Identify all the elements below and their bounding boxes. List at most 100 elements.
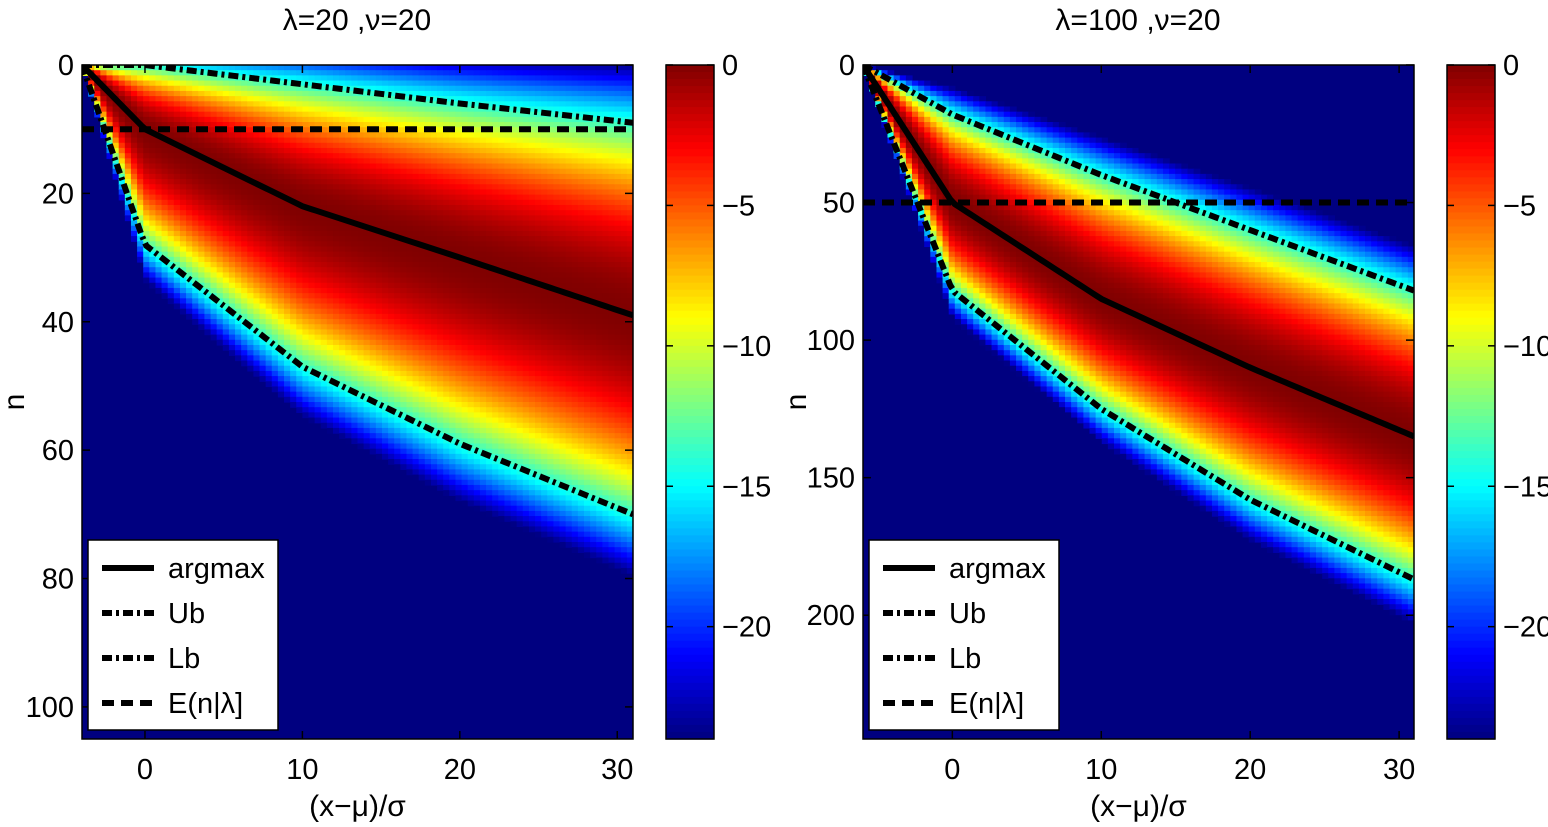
heatmap-cell [516, 303, 524, 310]
heatmap-cell [461, 132, 469, 139]
heatmap-cell [357, 267, 365, 273]
heatmap-cell [271, 225, 279, 232]
heatmap-cell [339, 246, 346, 253]
heatmap-cell [449, 303, 457, 310]
heatmap-cell [486, 246, 493, 253]
heatmap-cell [253, 132, 261, 139]
heatmap-cell [228, 303, 236, 310]
heatmap-cell [296, 350, 303, 356]
heatmap-cell [149, 225, 157, 232]
heatmap-cell [418, 230, 426, 237]
heatmap-cell [369, 422, 377, 429]
heatmap-cell [430, 153, 438, 159]
heatmap-cell [486, 365, 493, 372]
heatmap-cell [449, 163, 457, 170]
heatmap-cell [406, 158, 414, 165]
heatmap-cell [149, 90, 157, 97]
heatmap-cell [198, 236, 206, 242]
heatmap-cell [424, 282, 432, 289]
heatmap-cell [473, 127, 481, 133]
heatmap-cell [400, 391, 408, 398]
heatmap-cell [467, 402, 475, 408]
heatmap-cell [510, 298, 518, 305]
heatmap-cell [437, 147, 444, 154]
heatmap-cell [498, 365, 506, 372]
heatmap-cell [516, 287, 524, 294]
heatmap-cell [363, 386, 371, 393]
heatmap-cell [345, 184, 352, 191]
heatmap-cell [143, 80, 150, 87]
heatmap-cell [473, 505, 481, 512]
heatmap-cell [510, 422, 518, 429]
heatmap-cell [504, 495, 512, 502]
heatmap-cell [541, 370, 548, 377]
heatmap-cell [473, 153, 481, 159]
heatmap-cell [412, 282, 420, 289]
heatmap-cell [479, 505, 487, 512]
heatmap-cell [137, 111, 144, 118]
heatmap-cell [204, 163, 212, 170]
heatmap-cell [179, 111, 187, 118]
heatmap-cell [418, 80, 426, 87]
heatmap-cell [198, 230, 206, 237]
heatmap-cell [228, 173, 236, 180]
heatmap-cell [516, 153, 524, 159]
heatmap-cell [204, 225, 212, 232]
heatmap-cell [492, 350, 499, 356]
heatmap-cell [437, 303, 444, 310]
heatmap-cell [473, 116, 481, 123]
heatmap-cell [486, 256, 493, 263]
heatmap-cell [179, 101, 187, 108]
heatmap-cell [504, 153, 512, 159]
heatmap-cell [333, 365, 340, 372]
heatmap-cell [320, 303, 328, 310]
heatmap-cell [228, 230, 236, 237]
heatmap-cell [290, 303, 297, 310]
heatmap-cell [467, 132, 475, 139]
heatmap-cell [424, 267, 432, 273]
heatmap-cell [449, 484, 457, 491]
heatmap-cell [424, 116, 432, 123]
heatmap-cell [510, 122, 518, 128]
heatmap-cell [467, 350, 475, 356]
heatmap-cell [479, 443, 487, 450]
heatmap-cell [155, 173, 163, 180]
heatmap-cell [381, 443, 389, 450]
heatmap-cell [504, 179, 512, 185]
heatmap-cell [412, 381, 420, 388]
heatmap-cell [553, 448, 561, 455]
heatmap-cell [388, 199, 395, 206]
heatmap-cell [363, 241, 371, 248]
heatmap-cell [437, 179, 444, 185]
heatmap-cell [443, 75, 450, 82]
heatmap-cell [535, 80, 542, 87]
heatmap-cell [265, 293, 273, 299]
heatmap-cell [394, 293, 401, 299]
heatmap-cell [253, 230, 261, 237]
heatmap-cell [149, 173, 157, 180]
heatmap-cell [216, 215, 224, 222]
heatmap-cell [314, 142, 322, 149]
heatmap-cell [296, 111, 303, 118]
heatmap-cell [492, 479, 499, 486]
heatmap-cell [369, 313, 377, 320]
heatmap-cell [492, 282, 499, 289]
heatmap-cell [320, 412, 328, 419]
heatmap-cell [418, 376, 426, 382]
heatmap-cell [173, 184, 181, 191]
heatmap-cell [394, 459, 401, 465]
heatmap-cell [228, 215, 236, 222]
heatmap-cell [412, 355, 420, 362]
heatmap-cell [504, 396, 512, 403]
heatmap-cell [400, 360, 408, 367]
heatmap-cell [394, 85, 401, 92]
heatmap-cell [516, 65, 524, 71]
heatmap-cell [357, 386, 365, 393]
heatmap-cell [339, 391, 346, 398]
heatmap-cell [381, 225, 389, 232]
heatmap-cell [492, 230, 499, 237]
heatmap-cell [461, 433, 469, 439]
heatmap-cell [553, 153, 561, 159]
heatmap-cell [375, 438, 383, 445]
heatmap-cell [363, 236, 371, 242]
